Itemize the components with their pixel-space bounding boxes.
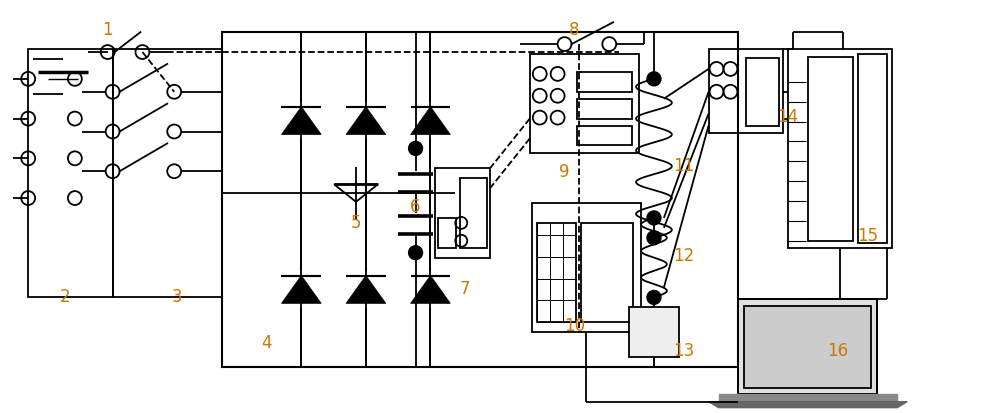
- Bar: [858, 55, 887, 243]
- Text: 1: 1: [102, 21, 113, 39]
- Polygon shape: [346, 107, 386, 135]
- Polygon shape: [281, 107, 321, 135]
- Bar: [788, 50, 892, 248]
- Text: 2: 2: [60, 288, 70, 306]
- Bar: [738, 300, 877, 394]
- Circle shape: [647, 291, 661, 305]
- Text: 13: 13: [673, 341, 694, 359]
- Bar: [113, 50, 222, 298]
- Bar: [537, 223, 576, 323]
- Bar: [709, 50, 783, 134]
- Text: 15: 15: [857, 226, 878, 244]
- Polygon shape: [281, 276, 321, 304]
- Bar: [28, 50, 113, 298]
- Circle shape: [409, 246, 423, 260]
- Bar: [746, 59, 779, 126]
- Circle shape: [409, 142, 423, 156]
- Bar: [532, 204, 641, 332]
- Polygon shape: [346, 276, 386, 304]
- Circle shape: [647, 231, 661, 245]
- Text: 3: 3: [172, 288, 182, 306]
- Bar: [222, 33, 738, 367]
- Text: 7: 7: [460, 280, 470, 297]
- Text: 4: 4: [261, 333, 272, 351]
- Polygon shape: [719, 394, 897, 402]
- Text: 6: 6: [410, 197, 421, 216]
- Text: 12: 12: [673, 247, 694, 265]
- Text: 10: 10: [564, 316, 585, 335]
- Bar: [435, 169, 490, 258]
- Bar: [460, 179, 487, 248]
- Polygon shape: [411, 276, 450, 304]
- Bar: [577, 73, 632, 93]
- Text: 16: 16: [827, 341, 848, 359]
- Bar: [629, 308, 679, 357]
- Text: 14: 14: [777, 107, 799, 125]
- Bar: [738, 300, 877, 394]
- Bar: [808, 58, 853, 241]
- Text: 9: 9: [559, 163, 570, 180]
- Bar: [744, 306, 871, 388]
- Polygon shape: [709, 402, 907, 408]
- Bar: [577, 126, 632, 146]
- Text: 8: 8: [569, 21, 580, 39]
- Bar: [577, 100, 632, 119]
- Bar: [581, 223, 633, 323]
- Circle shape: [647, 211, 661, 225]
- Bar: [438, 218, 456, 248]
- Bar: [530, 55, 639, 154]
- Circle shape: [647, 73, 661, 87]
- Polygon shape: [411, 107, 450, 135]
- Text: 5: 5: [351, 214, 361, 232]
- Text: 11: 11: [673, 157, 694, 174]
